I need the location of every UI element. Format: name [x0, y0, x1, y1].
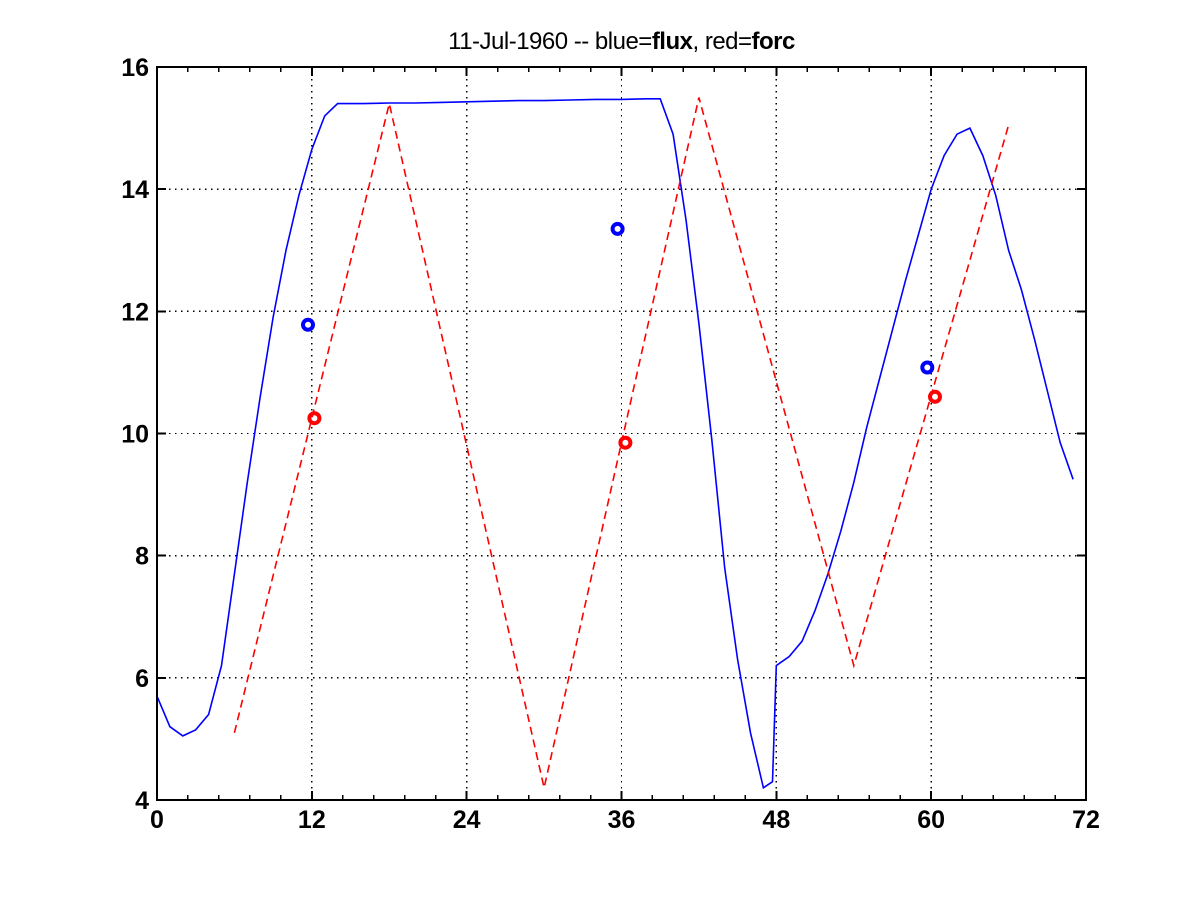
- x-tick-label: 36: [608, 806, 636, 834]
- flux-observations-marker: [301, 317, 315, 332]
- x-tick-label: 0: [150, 806, 164, 834]
- y-tick-label: 14: [121, 176, 149, 204]
- forc-observations-marker: [618, 435, 633, 450]
- x-tick-label: 60: [917, 806, 945, 834]
- x-tick-label: 48: [762, 806, 790, 834]
- x-tick-label: 12: [298, 806, 326, 834]
- y-tick-label: 10: [121, 421, 149, 449]
- forc-observations-marker: [307, 411, 322, 426]
- title-text-mid: , red=: [692, 28, 752, 55]
- forc-observations-marker: [928, 389, 942, 404]
- y-tick-label: 16: [121, 54, 149, 82]
- title-text-prefix: 11-Jul-1960 -- blue=: [448, 28, 652, 55]
- y-tick-label: 4: [135, 787, 149, 815]
- flux-line: [156, 98, 1074, 790]
- y-tick-label: 6: [135, 665, 149, 693]
- title-forc-label: forc: [751, 28, 796, 55]
- flux-observations-marker: [610, 221, 625, 236]
- y-tick-label: 12: [121, 298, 149, 326]
- chart-title: 11-Jul-1960 -- blue=flux, red=forc: [157, 28, 1086, 56]
- x-tick-label: 24: [453, 806, 481, 834]
- title-flux-label: flux: [651, 28, 693, 55]
- flux-observations-marker: [920, 360, 935, 375]
- y-tick-label: 8: [135, 543, 149, 571]
- x-tick-label: 72: [1072, 806, 1100, 834]
